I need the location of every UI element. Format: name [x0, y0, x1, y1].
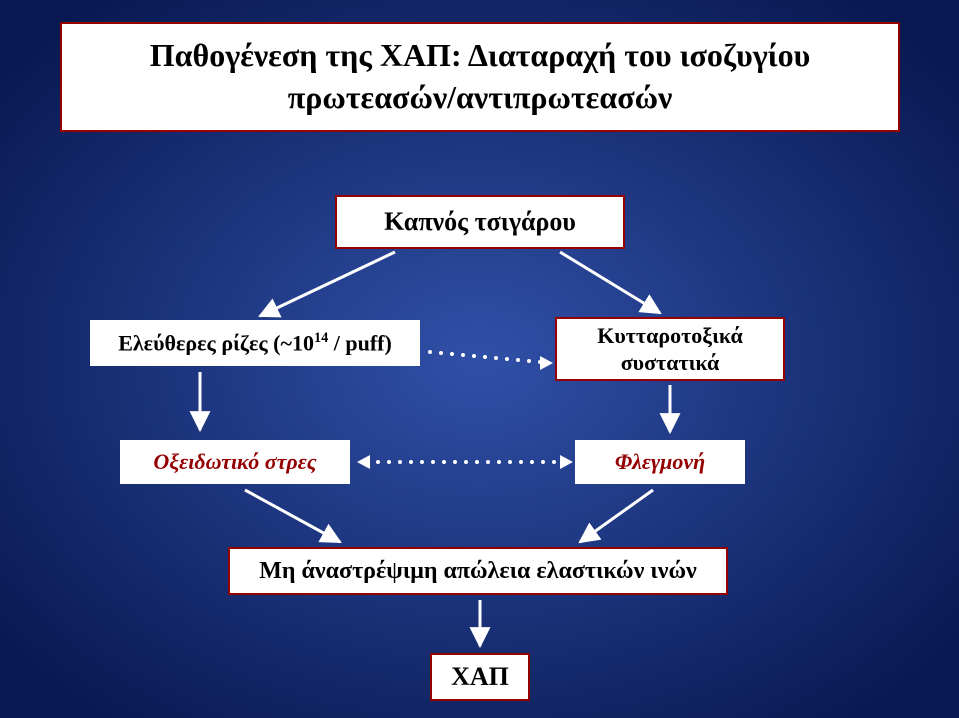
dots-stress-inflam: [376, 460, 556, 464]
dots-stress-inflam-head-left: [357, 455, 370, 469]
inflammation-label: Φλεγμονή: [615, 449, 705, 475]
ox-stress-label: Οξειδωτικό στρες: [153, 449, 316, 475]
fiber-loss-label: Μη άναστρέψιμη απώλεια ελαστικών ινών: [259, 558, 696, 585]
node-smoke: Καπνός τσιγάρου: [335, 195, 625, 249]
arrow-stress-to-loss: [245, 490, 340, 542]
dots-stress-inflam-head-right: [560, 455, 573, 469]
node-fiber-loss: Μη άναστρέψιμη απώλεια ελαστικών ινών: [228, 547, 728, 595]
arrow-inflammation-to-loss: [580, 490, 653, 542]
node-copd: ΧΑΠ: [430, 653, 530, 701]
title-text: Παθογένεση της ΧΑΠ: Διαταραχή του ισοζυγ…: [76, 35, 884, 118]
dots-radicals-to-cytotoxic: [428, 350, 542, 364]
title-box: Παθογένεση της ΧΑΠ: Διαταραχή του ισοζυγ…: [60, 22, 900, 132]
arrow-smoke-to-cytotoxic: [560, 252, 660, 313]
node-oxidative-stress: Οξειδωτικό στρες: [120, 440, 350, 484]
smoke-label: Καπνός τσιγάρου: [384, 207, 576, 237]
slide-root: Παθογένεση της ΧΑΠ: Διαταραχή του ισοζυγ…: [0, 0, 959, 718]
cytotoxic-label: Κυτταροτοξικά συστατικά: [557, 322, 783, 377]
radicals-label: Ελεύθερες ρίζες (~1014 / puff): [118, 330, 392, 356]
dots-radicals-to-cytotoxic-head: [540, 356, 553, 370]
node-free-radicals: Ελεύθερες ρίζες (~1014 / puff): [90, 320, 420, 366]
node-inflammation: Φλεγμονή: [575, 440, 745, 484]
node-cytotoxic: Κυτταροτοξικά συστατικά: [555, 317, 785, 381]
arrow-smoke-to-radicals: [260, 252, 395, 316]
copd-label: ΧΑΠ: [451, 662, 509, 692]
